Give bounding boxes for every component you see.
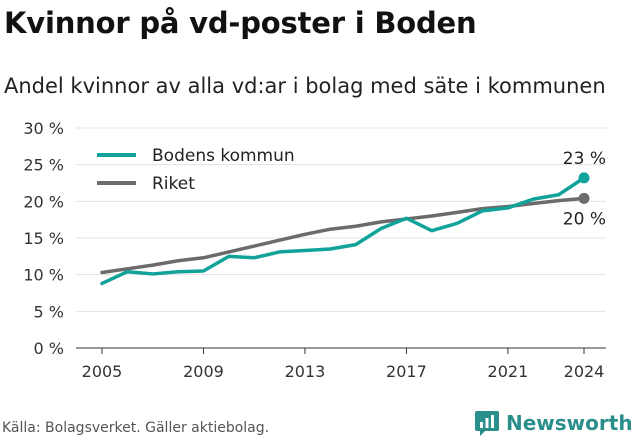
brand-name: Newsworthy xyxy=(506,411,631,435)
x-tick-label: 2017 xyxy=(386,362,427,381)
y-tick-label: 10 % xyxy=(23,266,64,285)
brand-logo: Newsworthy xyxy=(474,408,631,438)
end-label-riket: 20 % xyxy=(563,209,606,229)
end-point-riket xyxy=(578,192,590,204)
source-note: Källa: Bolagsverket. Gäller aktiebolag. xyxy=(2,420,270,436)
x-tick-label: 2024 xyxy=(564,362,605,381)
y-tick-label: 5 % xyxy=(34,302,64,321)
x-tick-label: 2013 xyxy=(285,362,326,381)
x-tick-label: 2005 xyxy=(82,362,123,381)
y-tick-label: 25 % xyxy=(23,156,64,175)
newsworthy-logo-icon xyxy=(475,411,499,436)
x-tick-label: 2021 xyxy=(488,362,529,381)
series-line-bodens-kommun xyxy=(100,176,586,286)
end-point-bodens-kommun xyxy=(578,172,590,184)
legend-label-riket: Riket xyxy=(152,174,195,194)
y-tick-label: 15 % xyxy=(23,229,64,248)
legend-label-bodens-kommun: Bodens kommun xyxy=(152,146,295,166)
series-line-riket xyxy=(100,196,586,275)
y-tick-label: 30 % xyxy=(23,119,64,138)
y-tick-label: 0 % xyxy=(34,339,64,358)
x-tick-label: 2009 xyxy=(183,362,224,381)
end-label-bodens-kommun: 23 % xyxy=(563,149,606,169)
chart-title: Kvinnor på vd-poster i Boden xyxy=(4,6,477,40)
chart-subtitle: Andel kvinnor av alla vd:ar i bolag med … xyxy=(4,74,606,98)
y-tick-label: 20 % xyxy=(23,192,64,211)
